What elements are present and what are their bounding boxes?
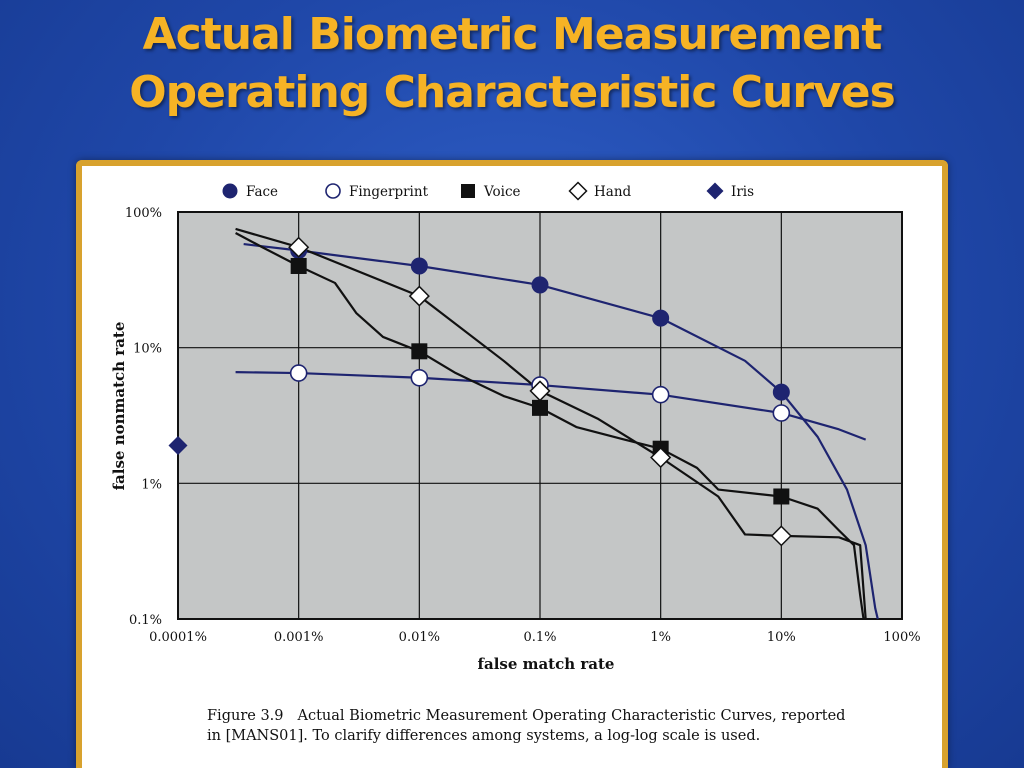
- figure-caption: Figure 3.9 Actual Biometric Measurement O…: [207, 706, 847, 746]
- x-tick-label: 1%: [650, 630, 671, 645]
- slide-title: Actual Biometric Measurement Operating C…: [0, 6, 1024, 122]
- legend-iris-label: Iris: [731, 184, 754, 200]
- legend-iris-marker: [706, 182, 724, 200]
- figure-frame: Face Fingerprint Voice Hand Iris 0.0001% 0.00…: [76, 160, 948, 768]
- fingerprint-marker: [289, 364, 308, 382]
- chart-legend: Face Fingerprint Voice Hand Iris: [222, 181, 754, 201]
- fingerprint-marker: [651, 385, 670, 404]
- x-tick-label: 0.1%: [523, 630, 556, 645]
- hand-marker: [408, 285, 430, 307]
- fingerprint-curve: [235, 371, 867, 441]
- x-tick-label: 10%: [767, 630, 796, 645]
- hand-marker: [770, 525, 792, 547]
- legend-voice-label: Voice: [483, 184, 521, 200]
- face-marker: [410, 257, 428, 275]
- x-tick-label: 0.0001%: [149, 630, 207, 645]
- caption-line-2: in [MANS01]. To clarify differences amon…: [207, 728, 761, 744]
- legend-fingerprint-marker: [325, 183, 341, 199]
- x-axis-label: false match rate: [478, 655, 615, 673]
- y-tick-label: 0.1%: [129, 613, 162, 628]
- fingerprint-marker: [410, 368, 429, 387]
- slide-title-line2: Operating Characteristic Curves: [129, 67, 896, 118]
- face-marker: [652, 309, 670, 327]
- hand-marker: [529, 380, 551, 402]
- y-axis-label: false nonmatch rate: [110, 322, 128, 491]
- legend-fingerprint-label: Fingerprint: [349, 184, 429, 200]
- voice-marker: [290, 257, 307, 274]
- series-markers: [168, 236, 792, 547]
- y-tick-labels: 0.1% 1% 10% 100%: [125, 206, 162, 628]
- voice-marker: [532, 399, 548, 416]
- legend-hand-label: Hand: [594, 184, 632, 200]
- legend-voice-marker: [461, 184, 475, 198]
- caption-figure-number: Figure 3.9: [207, 708, 284, 724]
- legend-hand-marker: [568, 181, 588, 201]
- voice-curve: [235, 232, 865, 620]
- x-tick-label: 100%: [883, 630, 920, 645]
- y-tick-label: 1%: [141, 477, 162, 492]
- hand-marker: [650, 446, 672, 469]
- face-marker: [772, 383, 790, 401]
- y-tick-label: 10%: [133, 342, 162, 357]
- plot-border: [177, 211, 903, 620]
- x-tick-label: 0.01%: [399, 630, 440, 645]
- y-tick-label: 100%: [125, 206, 162, 221]
- legend-face-marker: [222, 183, 238, 199]
- x-tick-label: 0.001%: [274, 630, 324, 645]
- face-curve: [243, 243, 879, 620]
- slide-title-line1: Actual Biometric Measurement: [142, 9, 883, 60]
- voice-marker: [411, 343, 428, 360]
- caption-text-1: Actual Biometric Measurement Operating C…: [297, 708, 846, 724]
- hand-marker: [288, 236, 310, 258]
- x-tick-labels: 0.0001% 0.001% 0.01% 0.1% 1% 10% 100%: [149, 630, 921, 645]
- face-marker: [531, 276, 549, 294]
- caption-line-1: Figure 3.9 Actual Biometric Measurement O…: [207, 706, 847, 726]
- fingerprint-marker: [772, 404, 791, 422]
- roc-chart: Face Fingerprint Voice Hand Iris 0.0001% 0.00…: [110, 181, 921, 673]
- iris-marker: [168, 436, 188, 456]
- legend-face-label: Face: [246, 184, 278, 200]
- voice-marker: [773, 488, 790, 505]
